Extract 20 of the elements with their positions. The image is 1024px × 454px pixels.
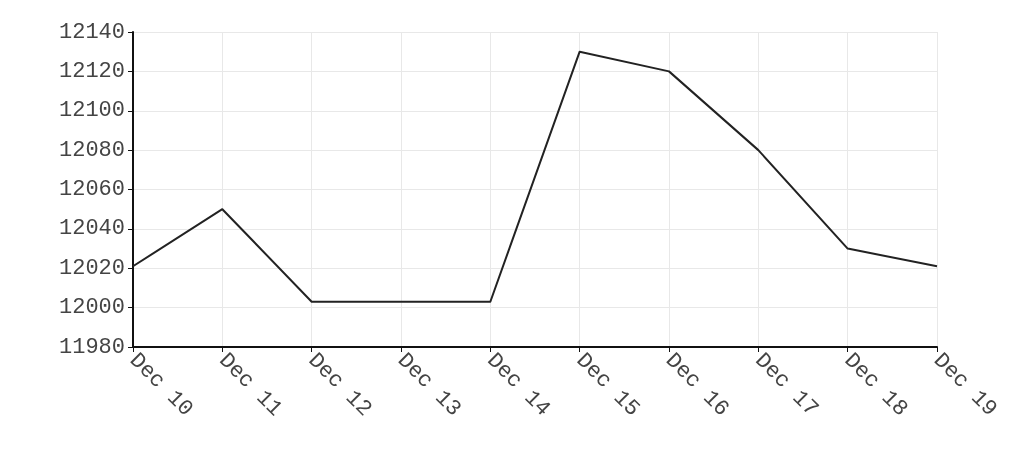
x-tick-label: Dec 15 — [570, 348, 645, 422]
x-tick-label: Dec 17 — [749, 348, 824, 422]
x-tick-label: Dec 14 — [481, 348, 556, 422]
y-tick-label: 12120 — [58, 58, 125, 84]
x-tick-label: Dec 19 — [928, 348, 1002, 422]
y-tick-label: 12060 — [58, 177, 125, 202]
y-tick-label: 12100 — [58, 98, 125, 124]
x-tick-label: Dec 11 — [213, 348, 288, 422]
x-tick-label: Dec 18 — [838, 348, 913, 422]
x-tick-label: Dec 16 — [660, 348, 734, 422]
y-tick-label: 12040 — [58, 216, 125, 242]
line-series — [132, 50, 938, 303]
x-tick-label: Dec 10 — [124, 348, 198, 422]
y-tick-label: 12140 — [58, 19, 125, 45]
x-tick-label: Dec 13 — [392, 348, 466, 422]
y-tick-label: 11980 — [58, 334, 125, 360]
y-tick-label: 12000 — [58, 295, 125, 321]
y-tick-label: 12020 — [58, 255, 125, 281]
x-tick-label: Dec 12 — [302, 348, 377, 422]
y-tick-label: 12080 — [58, 137, 125, 163]
